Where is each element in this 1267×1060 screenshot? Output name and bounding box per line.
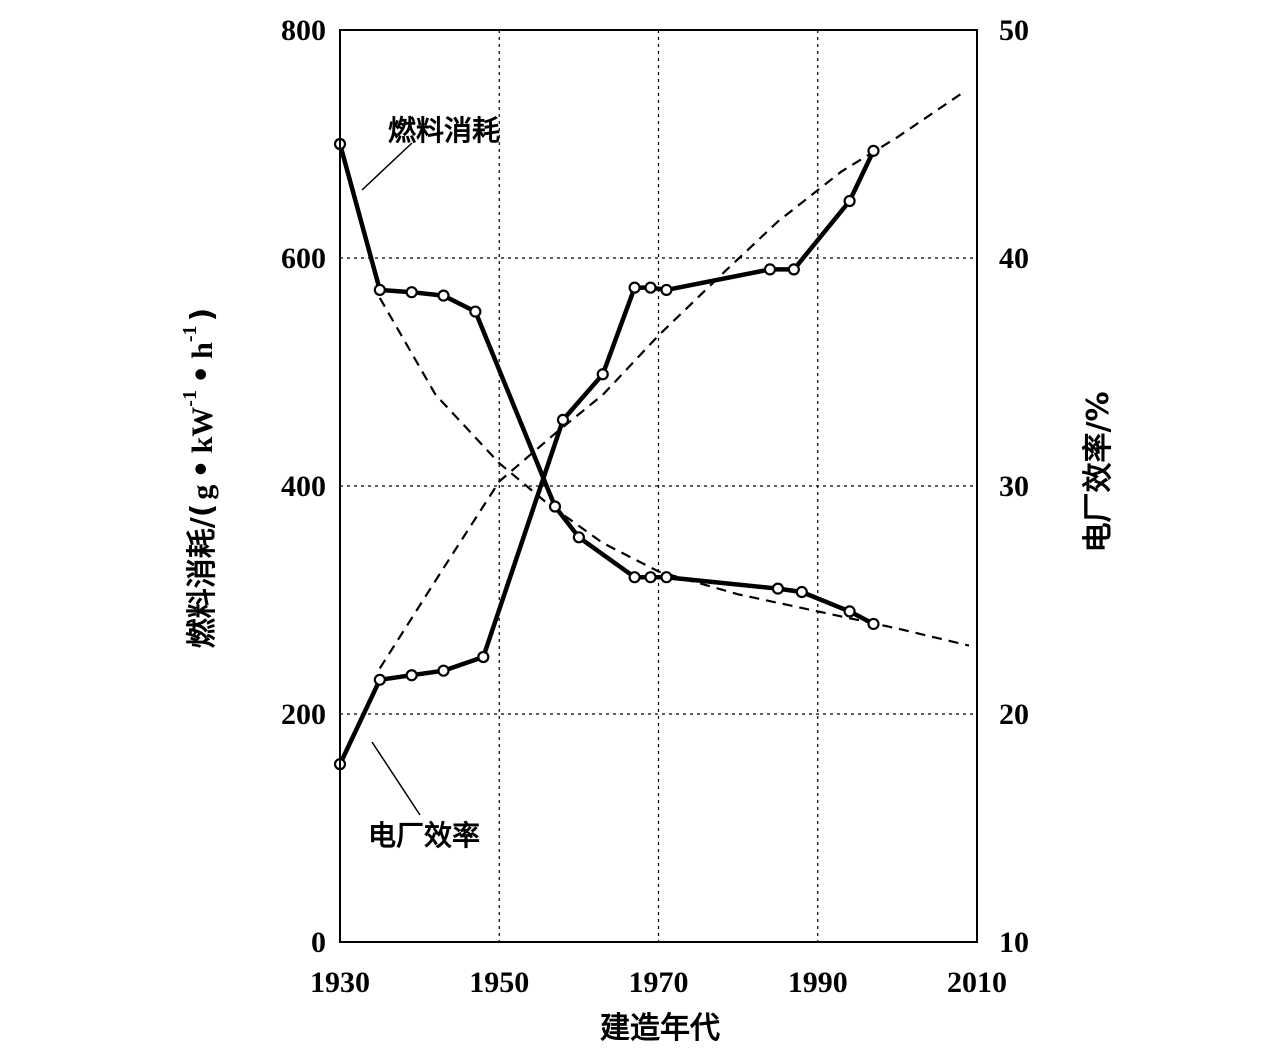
efficiency-data-point	[373, 673, 386, 686]
grid-lines	[340, 30, 977, 942]
efficiency-data-point	[556, 413, 570, 426]
left-axis-exp-1: -1	[179, 390, 201, 407]
fuel-data-point	[771, 582, 785, 595]
efficiency-trend-line	[378, 92, 962, 669]
x-axis-title: 建造年代	[600, 1011, 720, 1046]
fuel-data-point	[548, 500, 562, 513]
left-y-tick-label: 400	[281, 470, 326, 503]
fuel-series-line	[337, 143, 875, 626]
efficiency-data-point	[405, 669, 418, 682]
left-axis-paren-open: /(	[185, 504, 220, 529]
right-y-tick-label: 30	[999, 470, 1029, 503]
efficiency-data-point	[596, 368, 609, 381]
left-axis-unit-g: g	[186, 485, 219, 500]
efficiency-data-point	[477, 650, 490, 664]
efficiency-label-leader	[371, 741, 421, 816]
left-axis-exp-2: -1	[179, 325, 201, 342]
left-axis-dot-2: •	[185, 365, 220, 384]
fuel-data-point	[437, 289, 450, 302]
left-y-tick-label: 600	[281, 242, 326, 275]
data-series	[333, 137, 880, 771]
fuel-data-point	[660, 571, 673, 584]
efficiency-series-label: 电厂效率	[368, 819, 480, 852]
x-tick-label: 1970	[629, 966, 689, 999]
fuel-data-point	[867, 617, 880, 631]
x-tick-label: 1950	[469, 966, 529, 999]
efficiency-data-point	[787, 263, 800, 276]
dashed-trend-lines	[378, 92, 970, 669]
right-y-tick-label: 10	[999, 926, 1029, 959]
fuel-data-point	[644, 571, 657, 584]
efficiency-data-point	[644, 281, 657, 294]
left-y-tick-label: 200	[281, 698, 326, 731]
efficiency-data-point	[843, 194, 856, 208]
tick-labels: 1930 1950 1970 1990 2010 0 200 400 600 800 10 20 30 4…	[281, 14, 1029, 999]
efficiency-data-point	[763, 263, 777, 276]
efficiency-data-point	[628, 281, 641, 294]
right-y-tick-label: 40	[999, 242, 1029, 275]
efficiency-data-point	[660, 283, 673, 297]
left-axis-paren-close: )	[185, 308, 220, 322]
fuel-data-point	[469, 305, 482, 318]
fuel-data-point	[795, 585, 808, 599]
left-y-tick-label: 0	[311, 926, 326, 959]
efficiency-data-point	[867, 144, 880, 157]
fuel-data-point	[373, 283, 386, 297]
fuel-data-point	[405, 286, 418, 299]
plot-frame	[339, 29, 978, 943]
fuel-data-point	[572, 531, 585, 544]
fuel-label-leader	[361, 142, 413, 191]
left-y-axis-title: 燃料消耗/(g•kW-1•h-1)	[179, 308, 220, 648]
x-tick-label: 1990	[788, 966, 848, 999]
left-axis-dot-1: •	[185, 459, 220, 478]
efficiency-series-line	[337, 149, 876, 766]
left-axis-name: 燃料消耗	[185, 528, 220, 648]
left-y-tick-label: 800	[281, 14, 326, 47]
svg-text:燃料消耗/(g•kW-1•h-1): 燃料消耗/(g•kW-1•h-1)	[179, 308, 220, 648]
fuel-data-point	[628, 571, 641, 584]
left-axis-unit-h: h	[186, 342, 219, 359]
x-tick-label: 1930	[310, 966, 370, 999]
right-y-axis-title: 电厂效率/%	[1081, 391, 1116, 552]
fuel-data-point	[843, 605, 856, 618]
fuel-trend-line	[378, 297, 970, 647]
left-axis-unit-kw: kW	[186, 407, 219, 454]
right-y-tick-label: 50	[999, 14, 1029, 47]
fuel-series-label: 燃料消耗	[388, 114, 500, 147]
efficiency-data-point	[437, 664, 450, 677]
right-y-tick-label: 20	[999, 698, 1029, 731]
x-tick-label: 2010	[947, 966, 1007, 999]
